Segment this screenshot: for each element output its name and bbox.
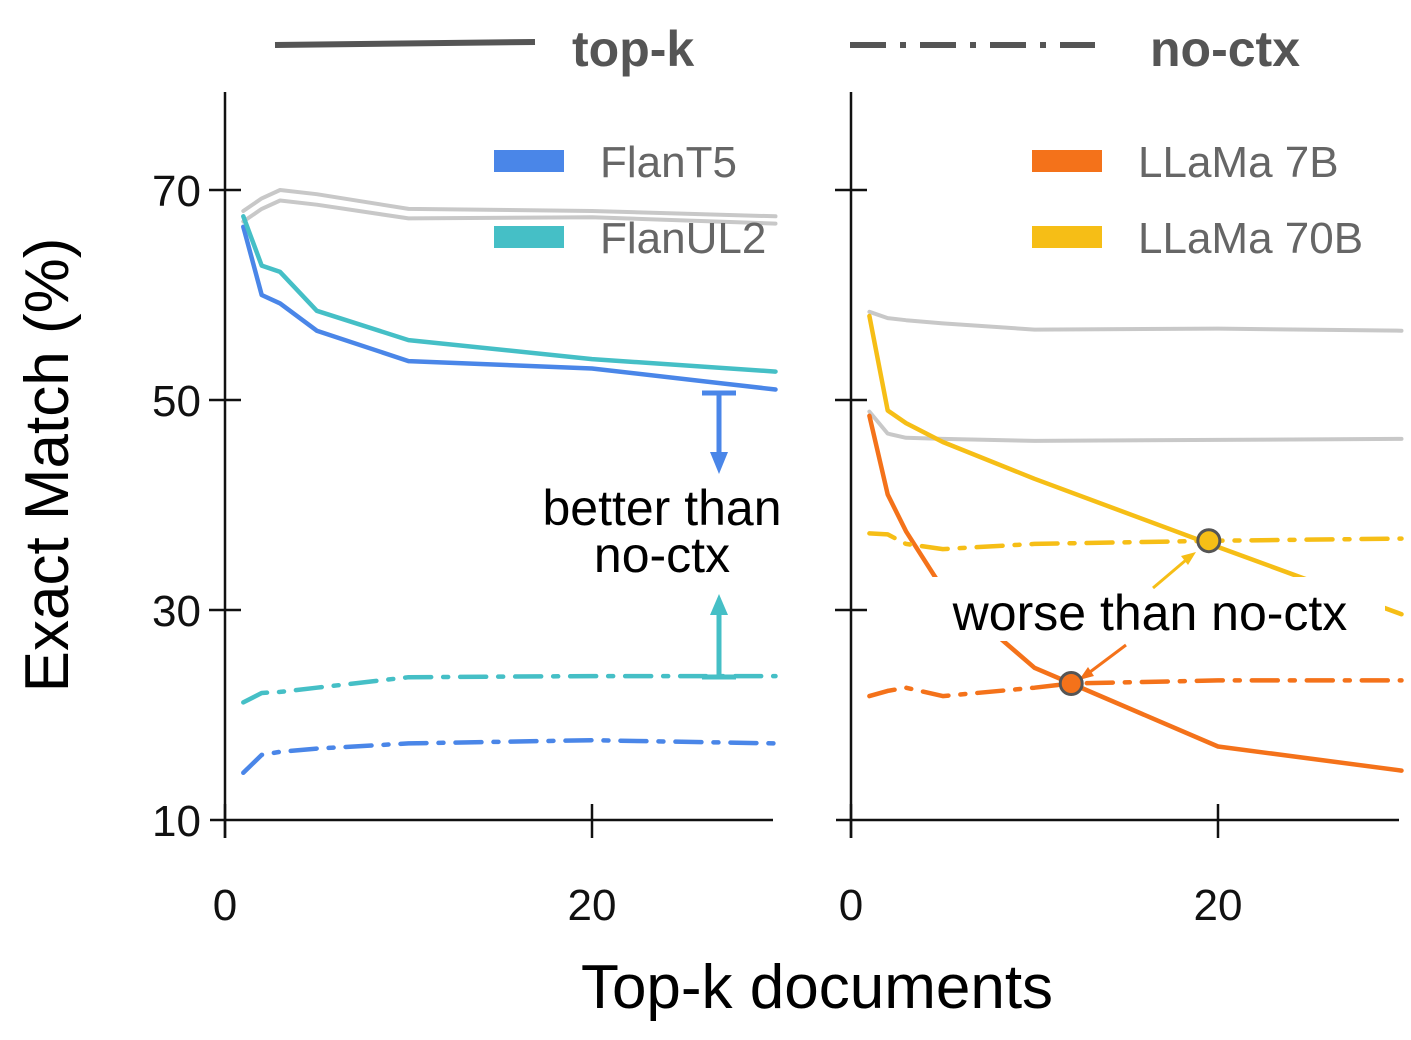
flant5-no-ctx-line-2 bbox=[241, 737, 778, 776]
left-legend: FlanT5 FlanUL2 bbox=[494, 138, 766, 263]
better-text-line2: no-ctx bbox=[594, 527, 730, 583]
llama7b-no-ctx-line-2 bbox=[867, 678, 1404, 699]
flant5-top-k-line-0 bbox=[241, 224, 778, 392]
worse-arrow-7b-head bbox=[1079, 667, 1094, 680]
worse-arrow-70b bbox=[1152, 558, 1187, 590]
flanul2-top-k-line-1 bbox=[241, 214, 778, 374]
better-arrow-bottom-head bbox=[710, 594, 728, 615]
left-panel: 10 30 50 70 0 20 FlanT5 FlanUL2 better than n… bbox=[152, 92, 782, 930]
crossover-marker-0 bbox=[1058, 671, 1084, 696]
legend-label-flant5: FlanT5 bbox=[600, 138, 737, 187]
better-arrow-top-head bbox=[710, 452, 728, 474]
right-xtick-label-20: 20 bbox=[1194, 881, 1243, 930]
worse-than-annotation: worse than no-ctx bbox=[915, 552, 1385, 680]
reference-reference-line-5 bbox=[241, 198, 778, 226]
better-text-line1: better than bbox=[542, 480, 781, 536]
better-than-annotation: better than no-ctx bbox=[542, 390, 782, 680]
left-ticks: 10 30 50 70 0 20 bbox=[152, 167, 616, 930]
legend-swatch-flant5 bbox=[494, 150, 564, 172]
legend-label-flanul2: FlanUL2 bbox=[600, 214, 766, 263]
right-xtick-label-0: 0 bbox=[839, 881, 863, 930]
reference-reference-line-4 bbox=[867, 309, 1404, 333]
ytick-label-70: 70 bbox=[152, 167, 201, 216]
ytick-label-10: 10 bbox=[152, 797, 201, 846]
worse-text-backdrop bbox=[915, 577, 1385, 641]
right-series bbox=[867, 309, 1404, 773]
topk-style-swatch bbox=[274, 39, 536, 48]
right-ticks: 0 20 bbox=[835, 188, 1243, 930]
legend-swatch-llama7b bbox=[1032, 150, 1102, 172]
y-axis-title: Exact Match (%) bbox=[13, 238, 82, 693]
right-markers bbox=[1058, 528, 1222, 696]
left-xtick-label-20: 20 bbox=[568, 881, 617, 930]
ytick-label-30: 30 bbox=[152, 587, 201, 636]
ytick-label-50: 50 bbox=[152, 377, 201, 426]
legend-label-llama70b: LLaMa 70B bbox=[1138, 214, 1363, 263]
legend-swatch-llama70b bbox=[1032, 226, 1102, 248]
llama70b-top-k-line-1 bbox=[867, 313, 1404, 617]
flanul2-no-ctx-line-3 bbox=[241, 673, 778, 705]
left-series bbox=[241, 188, 778, 776]
x-axis-title: Top-k documents bbox=[581, 953, 1053, 1022]
llama70b-no-ctx-line-3 bbox=[867, 531, 1404, 552]
worse-arrow-70b-head bbox=[1181, 552, 1196, 565]
reference-reference-line-5 bbox=[867, 409, 1404, 443]
legend-label-llama7b: LLaMa 7B bbox=[1138, 138, 1339, 187]
reference-reference-line-4 bbox=[241, 188, 778, 219]
noctx-style-label: no-ctx bbox=[1150, 21, 1300, 77]
crossover-marker-1 bbox=[1196, 528, 1222, 554]
right-legend: LLaMa 7B LLaMa 70B bbox=[1032, 138, 1363, 263]
worse-arrow-7b bbox=[1089, 643, 1127, 674]
style-legend: top-k no-ctx bbox=[274, 21, 1300, 77]
legend-swatch-flanul2 bbox=[494, 226, 564, 248]
right-panel: 0 20 LLaMa 7B LLaMa 70B worse than no-ctx bbox=[835, 92, 1404, 930]
left-xtick-label-0: 0 bbox=[213, 881, 237, 930]
topk-style-label: top-k bbox=[572, 21, 694, 77]
worse-text: worse than no-ctx bbox=[952, 585, 1348, 641]
